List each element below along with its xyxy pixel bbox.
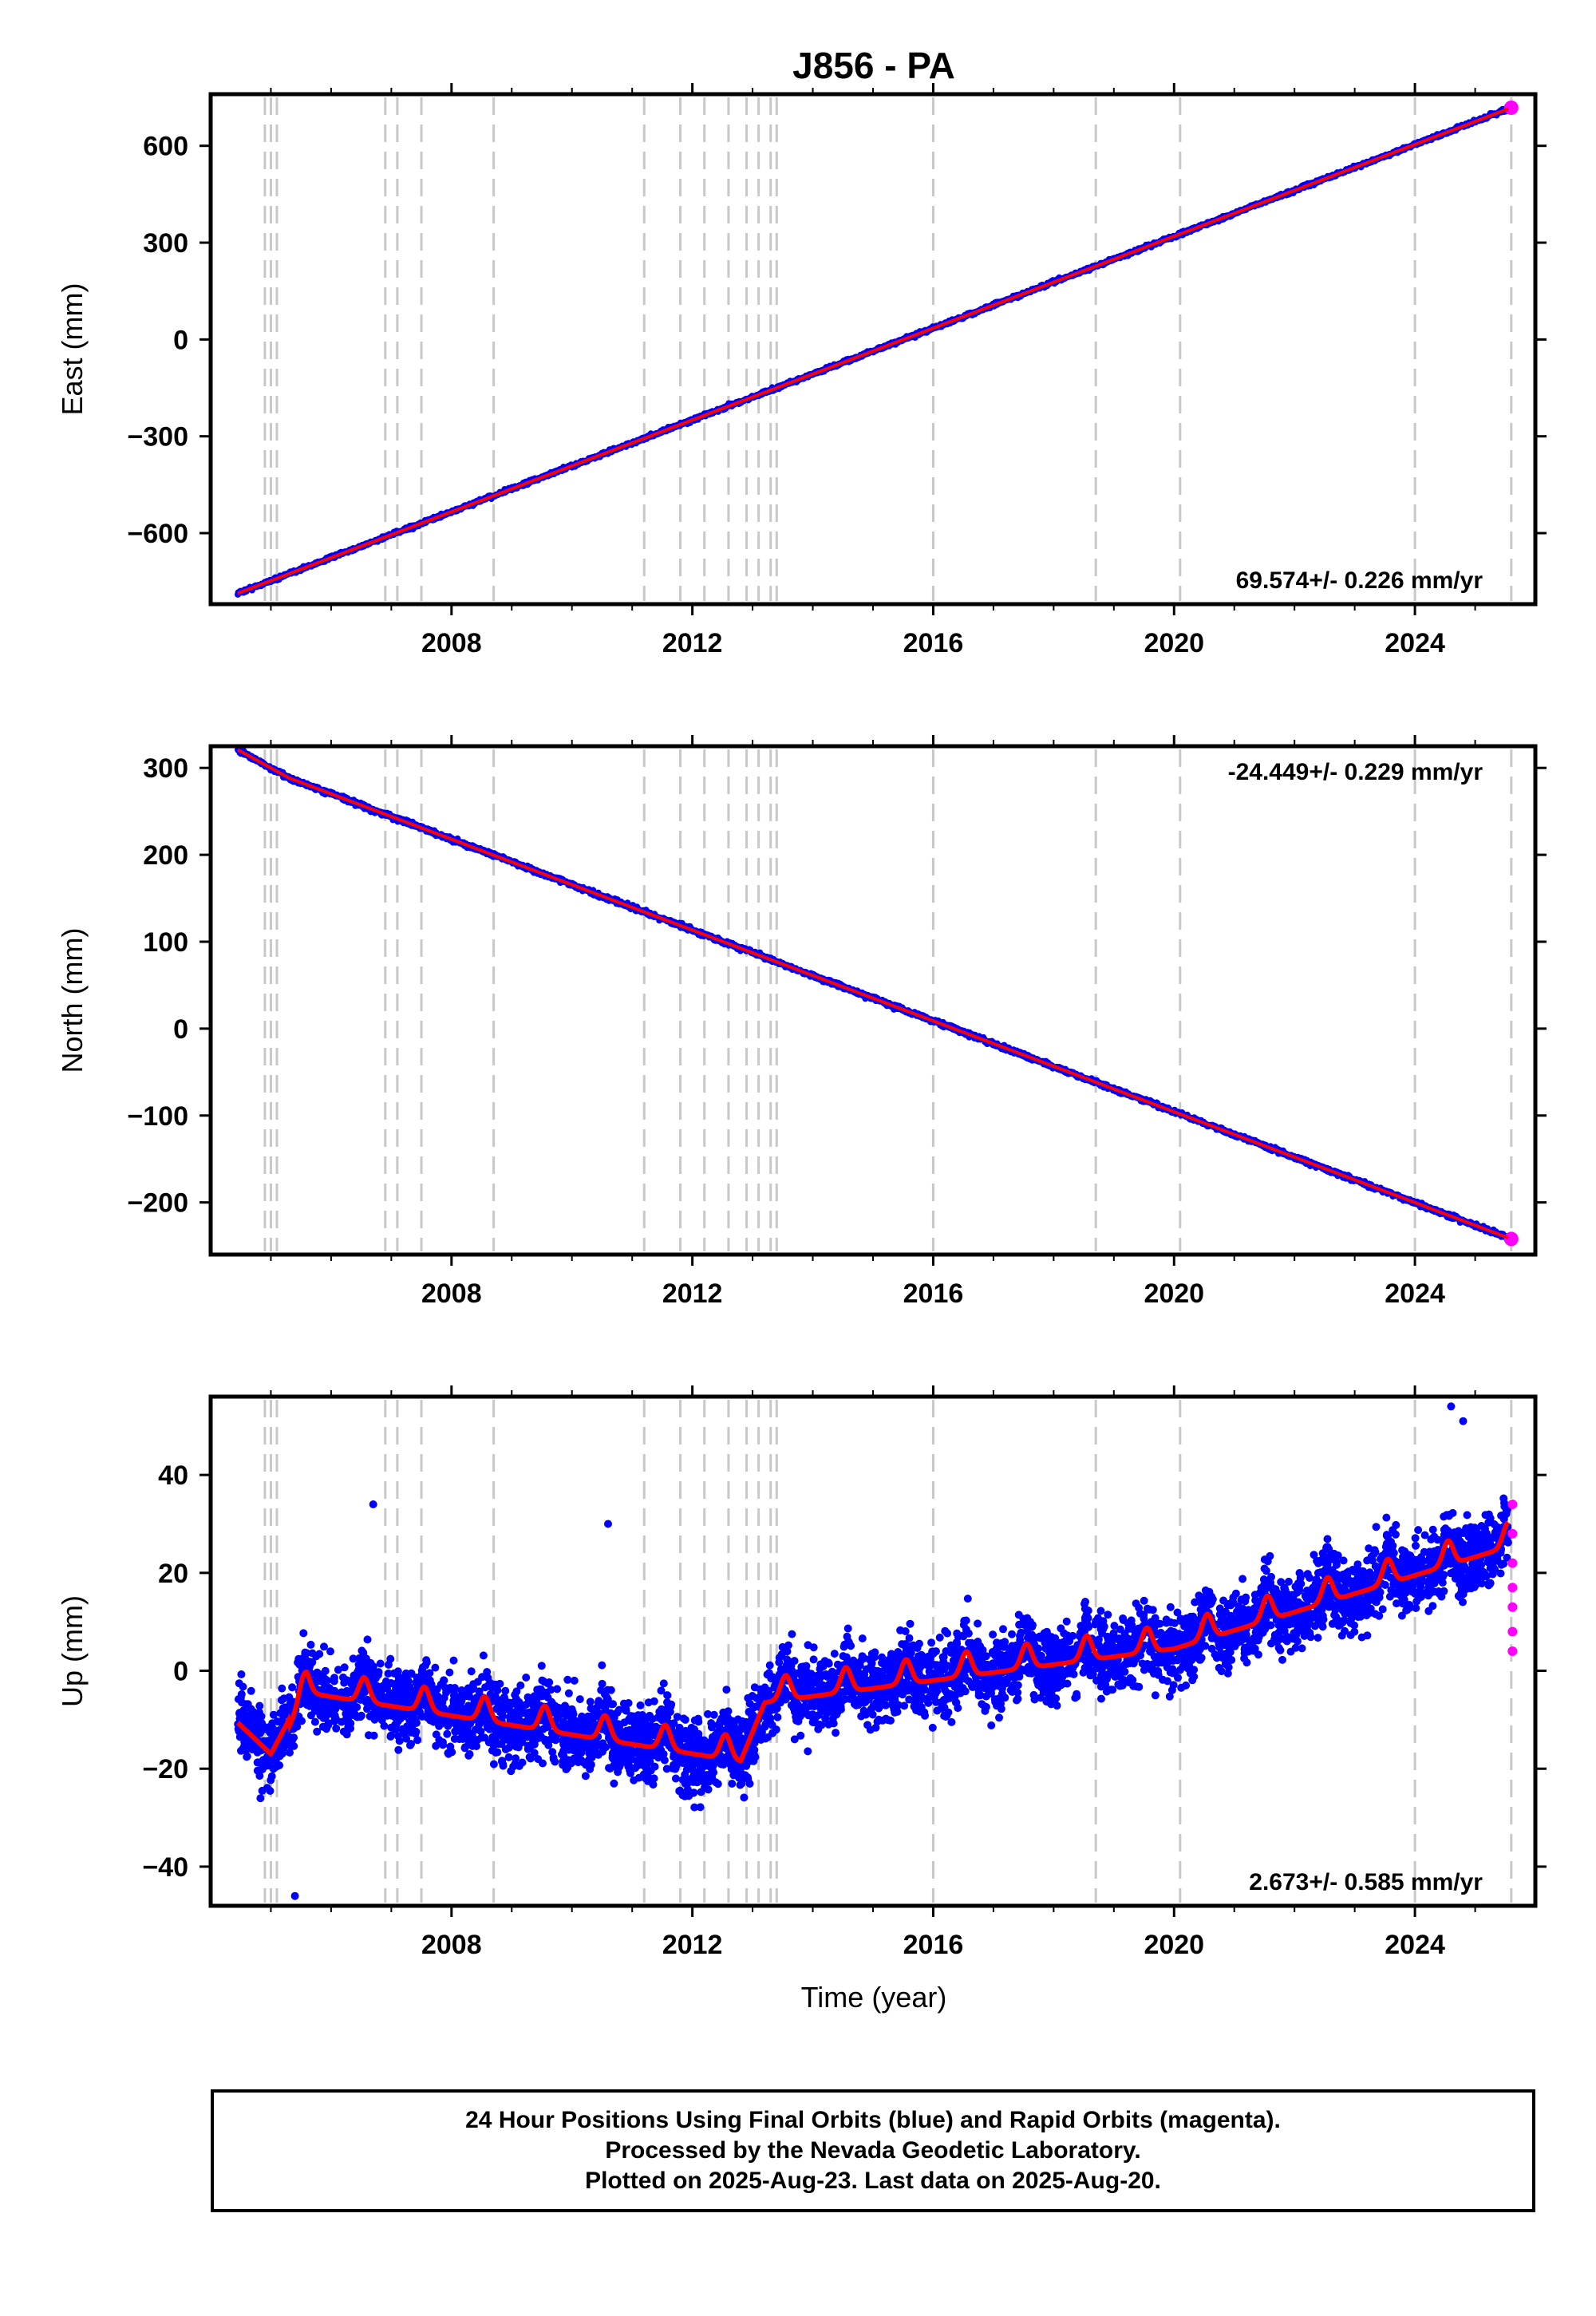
y-tick-label: 40 <box>158 1460 188 1491</box>
y-tick-label: 20 <box>158 1559 188 1589</box>
rapid-point <box>1507 1646 1518 1656</box>
y-tick-label: −20 <box>142 1754 188 1784</box>
y-tick-label: 0 <box>173 1657 188 1687</box>
caption-box: 24 Hour Positions Using Final Orbits (bl… <box>211 2089 1535 2212</box>
y-tick-label: 300 <box>143 228 188 259</box>
caption-line-1: 24 Hour Positions Using Final Orbits (bl… <box>465 2107 1281 2133</box>
y-tick-label: 600 <box>143 132 188 162</box>
y-axis-label: East (mm) <box>56 283 89 416</box>
x-tick-label: 2012 <box>662 1930 723 1960</box>
x-tick-label: 2016 <box>903 628 964 658</box>
x-tick-label: 2024 <box>1385 1930 1445 1960</box>
rapid-orbit-points <box>1503 100 1519 115</box>
x-tick-label: 2008 <box>421 1279 482 1309</box>
y-tick-label: −200 <box>127 1188 188 1219</box>
east-panel: 600 300 0 −300 −600 2008 2012 2016 2020 2024 East … <box>56 83 1547 658</box>
rapid-point <box>1507 1583 1518 1593</box>
rate-label: 2.673+/- 0.585 mm/yr <box>1249 1869 1483 1895</box>
x-tick-label: 2016 <box>903 1279 964 1309</box>
plot-title: J856 - PA <box>792 45 955 86</box>
x-tick-label: 2008 <box>421 628 482 658</box>
y-tick-label: −40 <box>142 1852 188 1883</box>
x-tick-label: 2024 <box>1385 628 1445 658</box>
model-fit-line <box>237 107 1509 595</box>
rapid-point <box>1507 1558 1518 1568</box>
rapid-orbit-points <box>1503 1231 1519 1247</box>
x-tick-label: 2008 <box>421 1930 482 1960</box>
x-axis-label: Time (year) <box>801 1981 947 2014</box>
x-tick-label: 2024 <box>1385 1279 1445 1309</box>
x-tick-label: 2012 <box>662 628 723 658</box>
y-tick-label: 200 <box>143 840 188 871</box>
y-tick-label: 300 <box>143 753 188 784</box>
rate-label: -24.449+/- 0.229 mm/yr <box>1228 759 1483 785</box>
rapid-point <box>1507 1602 1518 1612</box>
y-axis-label: North (mm) <box>56 928 89 1073</box>
y-tick-label: 100 <box>143 927 188 958</box>
rapid-point <box>1507 1499 1518 1509</box>
y-axis-label: Up (mm) <box>56 1595 89 1707</box>
x-tick-label: 2012 <box>662 1279 723 1309</box>
final-orbit-points <box>234 1402 1512 1900</box>
rapid-orbit-points <box>1507 1499 1518 1656</box>
y-tick-label: −100 <box>127 1101 188 1132</box>
y-tick-label: 0 <box>173 1014 188 1045</box>
position-points <box>234 1402 1512 1900</box>
y-tick-label: −600 <box>127 519 188 549</box>
x-tick-label: 2020 <box>1144 628 1204 658</box>
rapid-point <box>1503 100 1519 115</box>
y-tick-label: 0 <box>173 325 188 355</box>
x-tick-label: 2020 <box>1144 1279 1204 1309</box>
x-tick-label: 2020 <box>1144 1930 1204 1960</box>
y-tick-label: −300 <box>127 422 188 453</box>
rapid-point <box>1507 1626 1518 1637</box>
x-tick-label: 2016 <box>903 1930 964 1960</box>
north-panel: 300 200 100 0 −100 −200 2008 2012 2016 2020 2024 No… <box>56 735 1547 1309</box>
model-fit-line <box>235 1520 1510 1764</box>
model-fit-line <box>237 748 1509 1239</box>
up-panel: 40 20 0 −20 −40 2008 2012 2016 2020 2024 Up (mm) 2.… <box>56 1385 1547 1960</box>
caption-line-3: Plotted on 2025-Aug-23. Last data on 202… <box>585 2168 1161 2194</box>
rapid-point <box>1503 1231 1519 1247</box>
rapid-point <box>1507 1528 1518 1539</box>
caption-line-2: Processed by the Nevada Geodetic Laborat… <box>605 2137 1141 2164</box>
rate-label: 69.574+/- 0.226 mm/yr <box>1236 567 1483 594</box>
